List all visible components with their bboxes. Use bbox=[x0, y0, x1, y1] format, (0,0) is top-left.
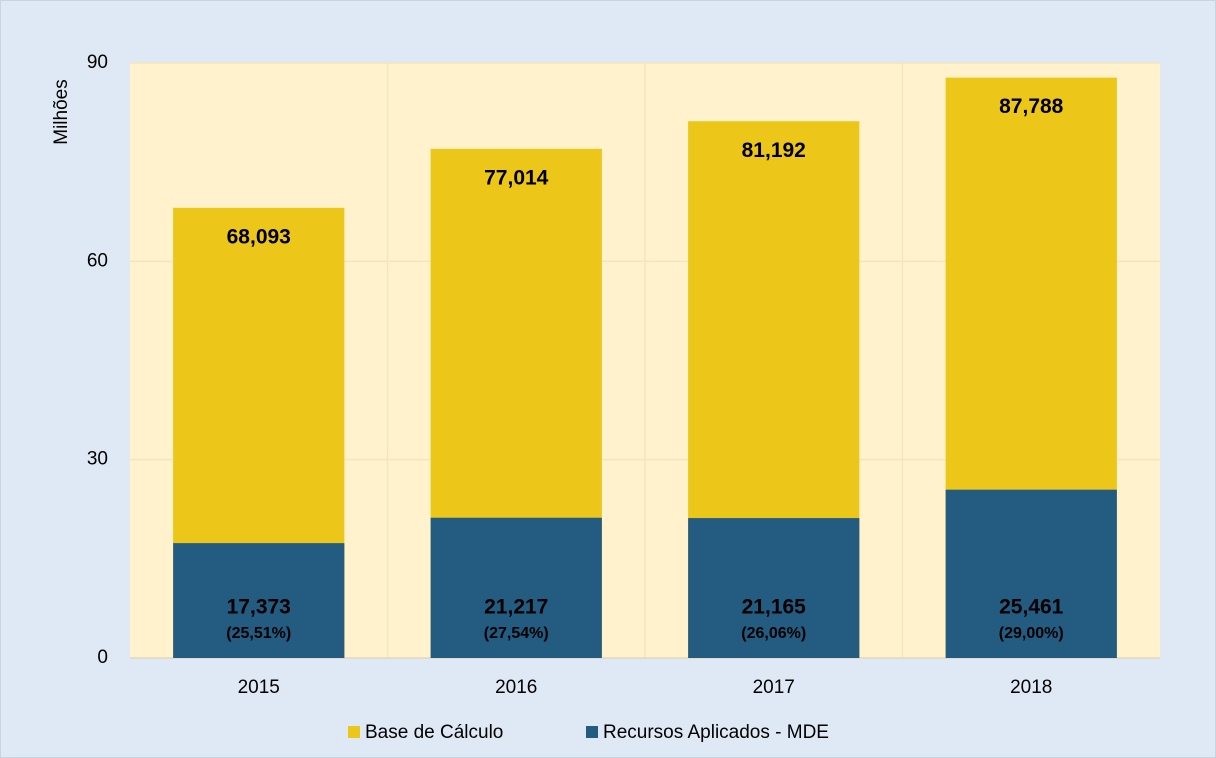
bar bbox=[688, 518, 860, 658]
y-tick-label: 90 bbox=[87, 52, 108, 73]
value-label: 77,014 bbox=[484, 166, 549, 189]
share-label: (26,06%) bbox=[741, 625, 806, 642]
bar bbox=[173, 543, 345, 658]
legend-label: Recursos Aplicados - MDE bbox=[603, 722, 829, 743]
value-label: 21,217 bbox=[484, 596, 548, 619]
x-tick-label: 2015 bbox=[238, 677, 280, 698]
legend-swatch bbox=[586, 726, 598, 738]
value-label: 68,093 bbox=[227, 225, 291, 248]
value-label: 81,192 bbox=[742, 139, 806, 162]
value-label: 87,788 bbox=[999, 95, 1064, 118]
bar bbox=[430, 517, 602, 658]
y-tick-label: 60 bbox=[87, 250, 108, 271]
value-label: 17,373 bbox=[227, 596, 291, 619]
share-label: (25,51%) bbox=[226, 625, 291, 642]
share-label: (27,54%) bbox=[484, 625, 549, 642]
legend-label: Base de Cálculo bbox=[365, 722, 503, 743]
x-tick-label: 2018 bbox=[1010, 677, 1052, 698]
x-tick-label: 2017 bbox=[753, 677, 795, 698]
y-axis-label: Milhões bbox=[51, 79, 72, 144]
y-tick-label: 30 bbox=[87, 449, 108, 470]
legend-swatch bbox=[348, 726, 360, 738]
share-label: (29,00%) bbox=[999, 625, 1064, 642]
bar bbox=[945, 489, 1117, 658]
value-label: 21,165 bbox=[742, 596, 807, 619]
x-tick-label: 2016 bbox=[495, 677, 537, 698]
value-label: 25,461 bbox=[999, 596, 1064, 619]
y-tick-label: 0 bbox=[97, 647, 108, 668]
